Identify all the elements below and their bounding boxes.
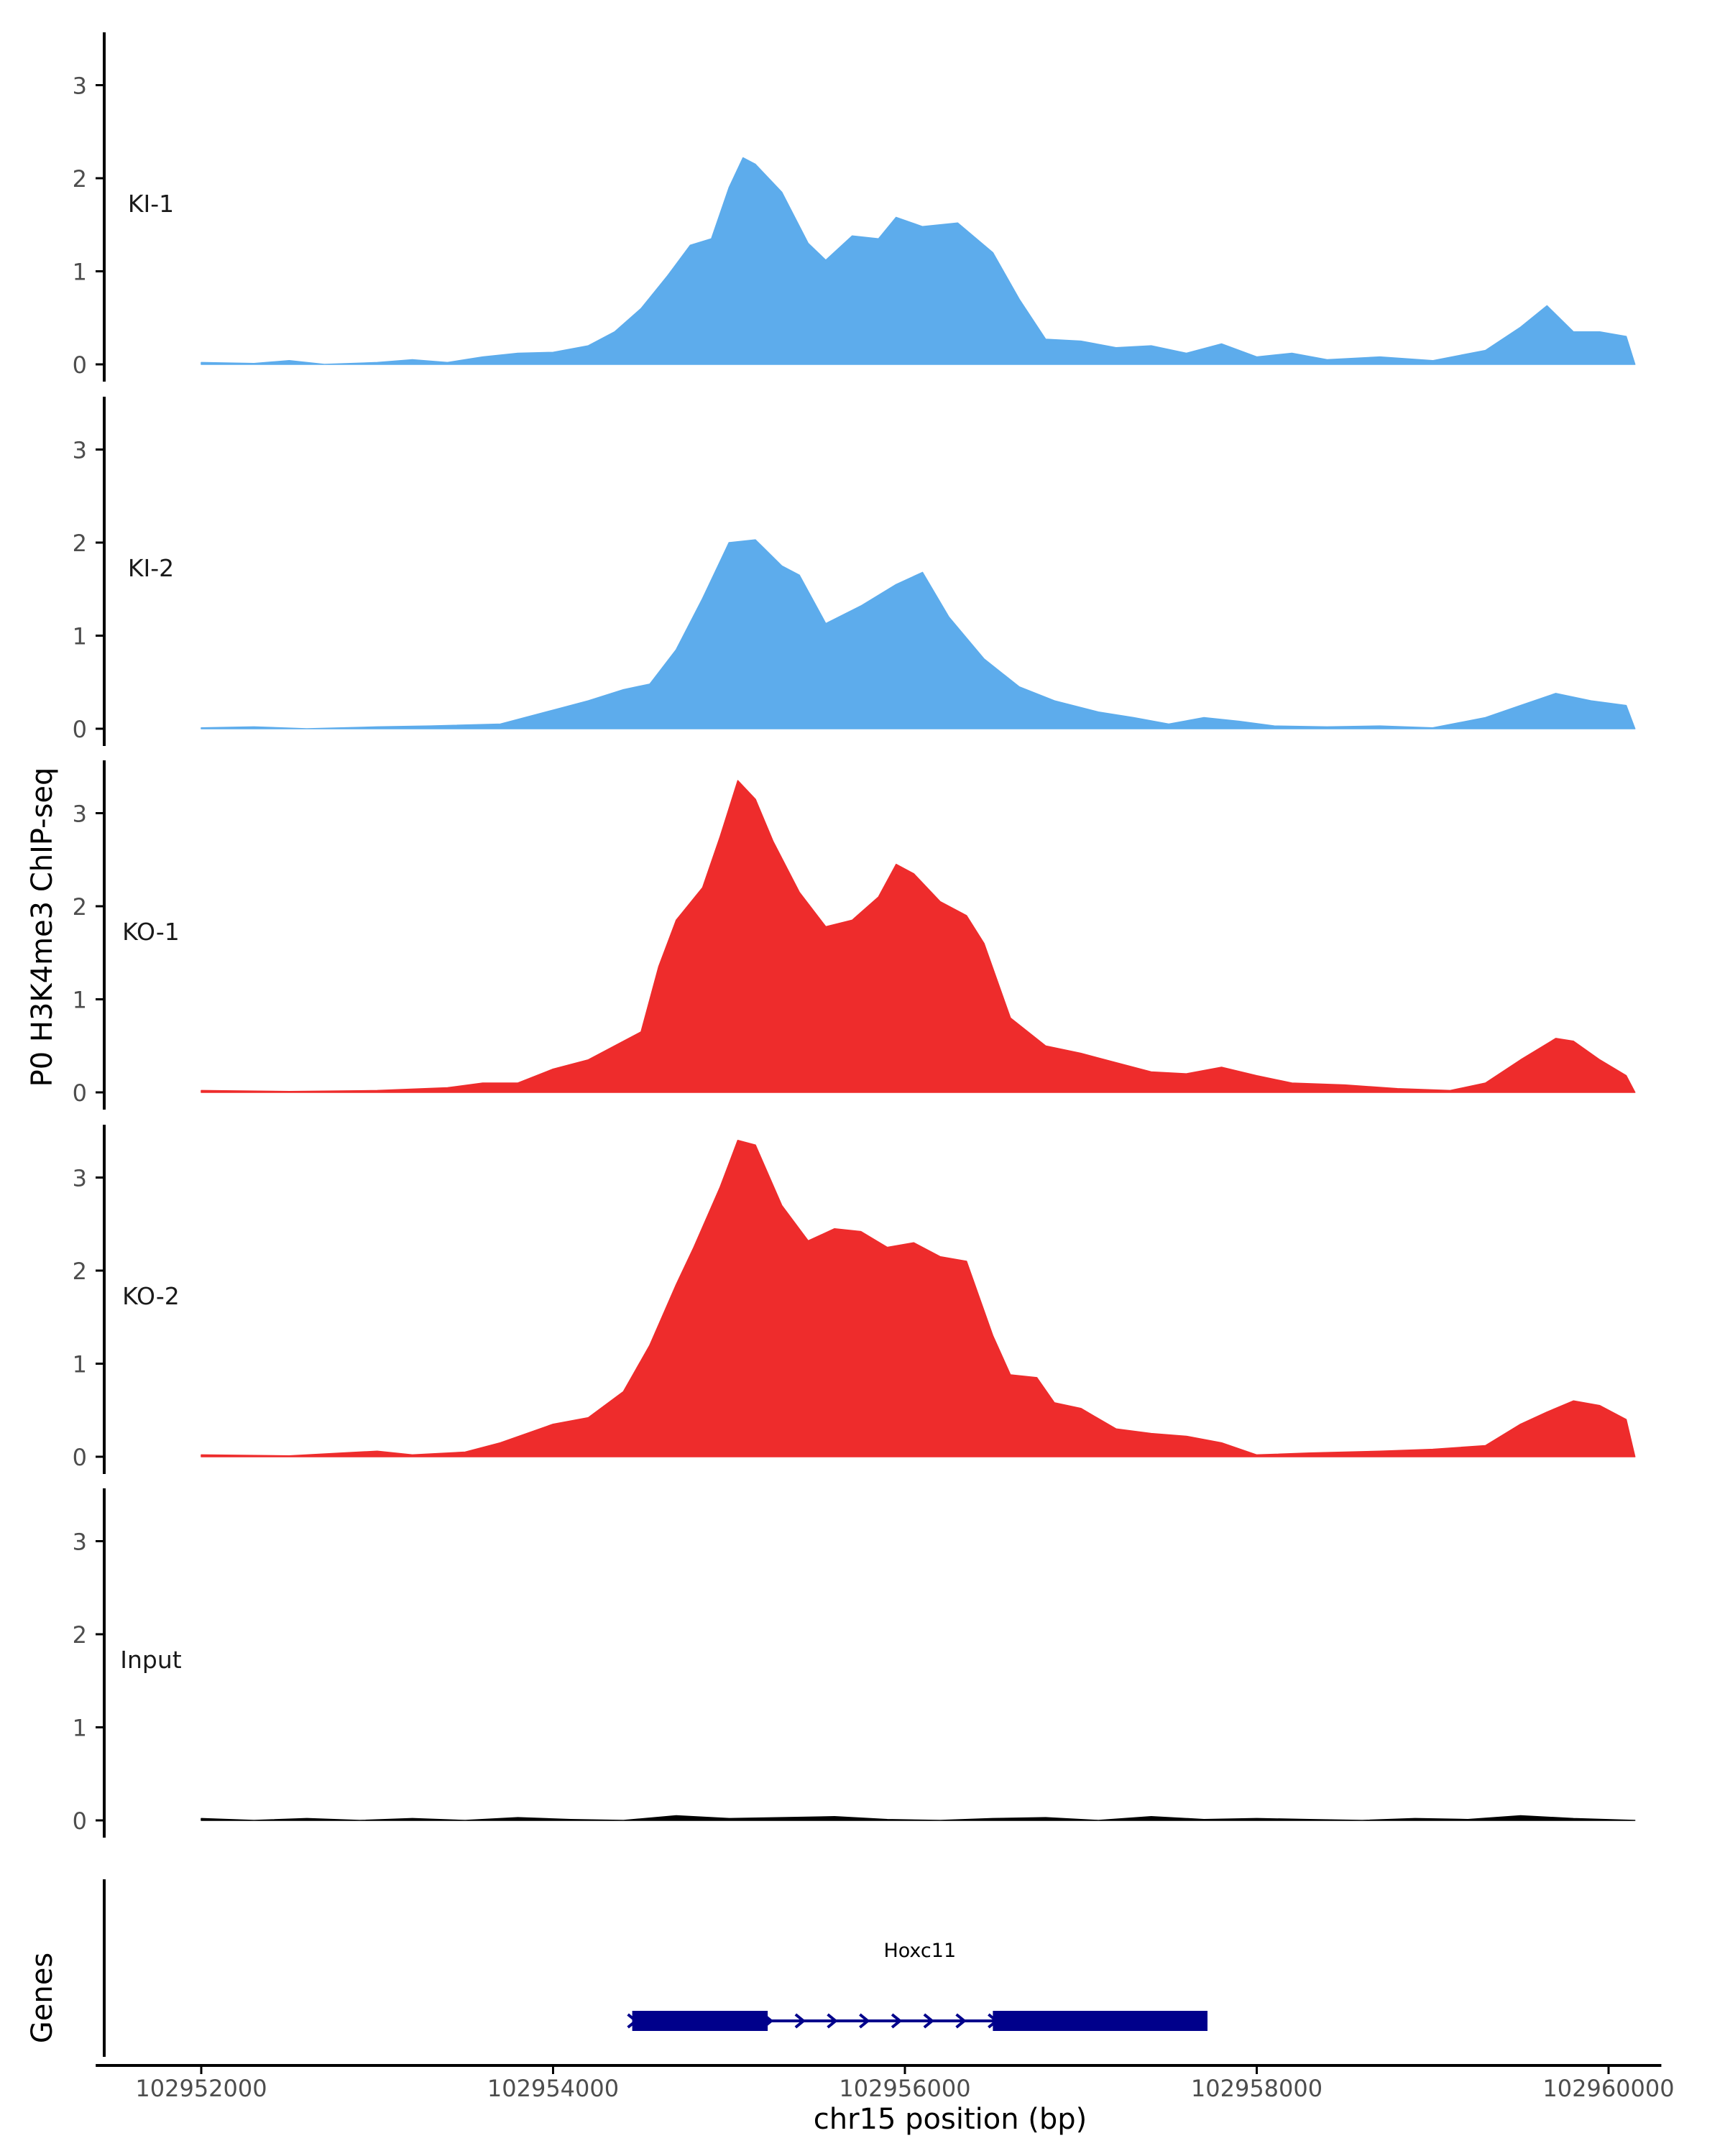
y-tick-label: 0 [73, 1444, 87, 1471]
y-tick-label: 1 [73, 259, 87, 286]
coverage-area-input [201, 1815, 1636, 1821]
track-panel-ko-2: 0 1 2 3 KO-2 [73, 1125, 1636, 1474]
y-axis-title: P0 H3K4me3 ChIP-seq [26, 768, 59, 1087]
track-panel-ko-1: 0 1 2 3 KO-1 [73, 760, 1636, 1110]
y-tick-label: 3 [73, 437, 87, 464]
strand-arrow [859, 2013, 870, 2029]
strand-arrow [827, 2013, 838, 2029]
track-panel-ki-1: 0 1 2 3 KI-1 [73, 32, 1636, 382]
y-tick-label: 2 [73, 530, 87, 557]
y-tick-label: 1 [73, 987, 87, 1014]
gene-track: Hoxc11 [627, 1940, 1208, 2031]
strand-arrow [955, 2013, 967, 2029]
coverage-area-ko-2 [201, 1139, 1636, 1457]
strand-arrow [891, 2013, 903, 2029]
track-label: KO-2 [122, 1282, 180, 1310]
y-tick-label: 0 [73, 1079, 87, 1107]
y-tick-label: 2 [73, 893, 87, 921]
y-tick-label: 0 [73, 1807, 87, 1835]
track-panel-ki-2: 0 1 2 3 KI-2 [73, 397, 1636, 746]
strand-arrow [923, 2013, 935, 2029]
track-panels: 0 1 2 3 KI-1 0 1 2 3 KI-2 0 1 2 3 KO-1 0 1 2 3 KO-2 0 1 2 3 Inpu… [73, 32, 1636, 1838]
y-tick-label: 2 [73, 1621, 87, 1649]
coverage-area-ki-2 [201, 539, 1636, 729]
x-axis: 102952000 102954000 102956000 102958000 1029… [96, 2064, 1675, 2102]
gene-name-label: Hoxc11 [883, 1940, 956, 1962]
y-tick-label: 3 [73, 801, 87, 828]
y-tick-label: 3 [73, 1165, 87, 1192]
x-tick-label: 102958000 [1191, 2075, 1322, 2102]
coverage-area-ko-1 [201, 780, 1636, 1093]
y-tick-label: 0 [73, 716, 87, 743]
y-tick-label: 3 [73, 73, 87, 100]
track-label: KO-1 [122, 918, 180, 946]
gene-exon [993, 2011, 1208, 2031]
y-tick-label: 2 [73, 165, 87, 193]
track-label: KI-1 [128, 190, 174, 218]
y-tick-label: 1 [73, 1351, 87, 1378]
y-tick-label: 0 [73, 351, 87, 379]
x-tick-label: 102960000 [1542, 2075, 1674, 2102]
x-axis-title: chr15 position (bp) [814, 2103, 1087, 2136]
track-label: Input [120, 1646, 182, 1674]
genes-panel-title: Genes [26, 1953, 59, 2043]
gene-exon [632, 2011, 768, 2031]
x-tick-label: 102952000 [135, 2075, 267, 2102]
x-tick-label: 102956000 [839, 2075, 970, 2102]
y-tick-label: 1 [73, 623, 87, 650]
coverage-area-ki-1 [201, 157, 1636, 365]
track-label: KI-2 [128, 554, 174, 582]
y-tick-label: 1 [73, 1715, 87, 1742]
y-tick-label: 2 [73, 1258, 87, 1285]
strand-arrow [794, 2013, 806, 2029]
track-panel-input: 0 1 2 3 Input [73, 1488, 1636, 1838]
y-tick-label: 3 [73, 1529, 87, 1556]
x-tick-label: 102954000 [487, 2075, 619, 2102]
